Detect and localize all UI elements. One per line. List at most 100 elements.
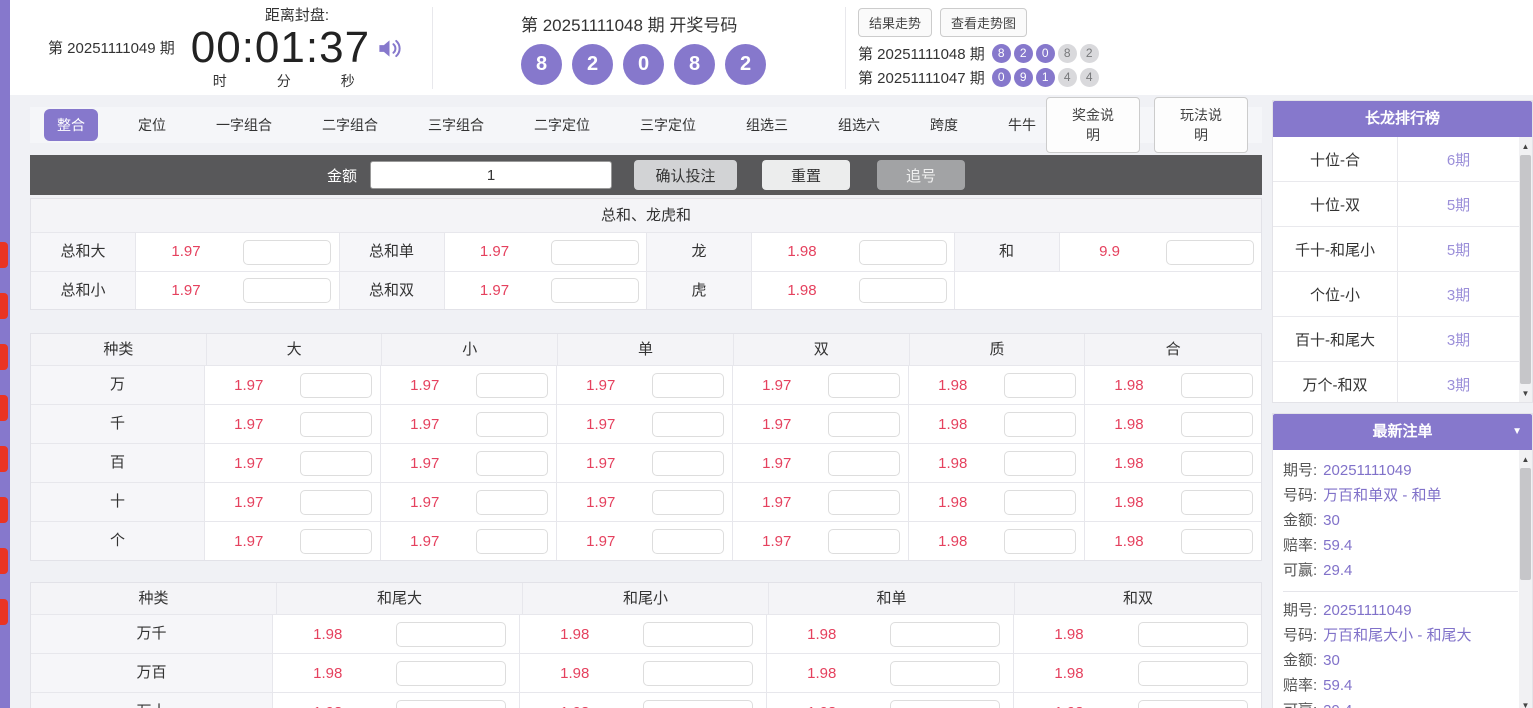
tab-9[interactable]: 组选六	[838, 117, 880, 133]
bet-input[interactable]	[395, 621, 506, 647]
bet-input-cell	[997, 372, 1085, 398]
column-header: 和双	[1122, 590, 1153, 607]
bet-input[interactable]	[858, 239, 947, 265]
bet-input[interactable]	[300, 450, 373, 476]
result-trend-button[interactable]: 结果走势	[858, 7, 933, 37]
bet-input[interactable]	[858, 278, 947, 303]
bet-input-cell	[1124, 699, 1261, 708]
bet-input[interactable]	[551, 239, 640, 265]
bet-input[interactable]	[395, 660, 506, 686]
bet-input[interactable]	[300, 372, 373, 398]
prize-help-button[interactable]: 奖金说明	[1046, 97, 1140, 153]
bet-input[interactable]	[243, 239, 332, 265]
bet-group: 1.97	[205, 522, 381, 560]
chase-number-button[interactable]: 追号	[877, 160, 965, 190]
tab-4[interactable]: 二字组合	[322, 117, 378, 133]
bet-odds: 1.98	[767, 704, 877, 708]
bet-input[interactable]	[642, 621, 753, 647]
scroll-up-arrow[interactable]: ▲	[1521, 454, 1530, 464]
tab-5[interactable]: 三字组合	[428, 117, 484, 133]
tab-1[interactable]: 整合	[44, 109, 98, 141]
bet-input[interactable]	[828, 450, 901, 476]
bet-input[interactable]	[476, 528, 549, 554]
bet-input[interactable]	[1137, 660, 1248, 686]
tab-7[interactable]: 三字定位	[640, 117, 696, 133]
bet-input[interactable]	[1004, 372, 1077, 398]
bet-input[interactable]	[1137, 621, 1248, 647]
tab-8[interactable]: 组选三	[746, 117, 788, 133]
bet-group: 1.97	[733, 483, 909, 521]
dragon-name: 百十-和尾大	[1273, 317, 1398, 361]
bet-input[interactable]	[476, 411, 549, 437]
bet-input[interactable]	[1166, 239, 1255, 265]
speaker-icon[interactable]	[376, 35, 403, 62]
countdown-timer: 00:01:37	[190, 22, 371, 72]
tab-2[interactable]: 定位	[138, 117, 166, 133]
bet-input[interactable]	[1181, 450, 1253, 476]
bet-input[interactable]	[1181, 528, 1253, 554]
bet-input[interactable]	[1004, 450, 1077, 476]
bet-input[interactable]	[300, 528, 373, 554]
bet-input[interactable]	[828, 489, 901, 515]
scrollbar-thumb[interactable]	[1520, 155, 1531, 384]
bet-input[interactable]	[1004, 411, 1077, 437]
latest-orders-title: 最新注单	[1372, 423, 1433, 440]
bet-input[interactable]	[395, 699, 506, 708]
bet-input[interactable]	[300, 411, 373, 437]
confirm-bet-button[interactable]: 确认投注	[634, 160, 737, 190]
bet-input[interactable]	[476, 450, 549, 476]
collapse-caret-icon[interactable]: ▼	[1512, 426, 1522, 437]
bet-input[interactable]	[1004, 528, 1077, 554]
bet-input[interactable]	[1004, 489, 1077, 515]
tab-6[interactable]: 二字定位	[534, 117, 590, 133]
scroll-down-arrow[interactable]: ▼	[1521, 700, 1530, 708]
bet-input-cell	[545, 233, 647, 271]
bet-input[interactable]	[1181, 372, 1253, 398]
bet-input[interactable]	[652, 489, 725, 515]
view-trend-chart-button[interactable]: 查看走势图	[940, 7, 1028, 37]
bet-input[interactable]	[642, 660, 753, 686]
bet-input[interactable]	[652, 528, 725, 554]
bet-input[interactable]	[1181, 411, 1253, 437]
bet-input[interactable]	[828, 372, 901, 398]
bet-input-cell	[997, 450, 1085, 476]
bet-input[interactable]	[828, 528, 901, 554]
tab-10[interactable]: 跨度	[930, 117, 958, 133]
row-label: 万十	[31, 693, 273, 708]
reset-button[interactable]: 重置	[762, 160, 850, 190]
latest-orders-list: ▲ ▼ 期号: 20251111049 号码: 万百和单双 - 和单 金额: 30 赔率: 5…	[1273, 450, 1532, 708]
bet-input[interactable]	[551, 278, 640, 303]
scrollbar[interactable]: ▲ ▼	[1519, 137, 1532, 402]
amount-input[interactable]	[370, 161, 612, 189]
bet-input[interactable]	[243, 278, 332, 303]
bet-input[interactable]	[889, 621, 1000, 647]
scrollbar[interactable]: ▲ ▼	[1519, 450, 1532, 708]
bet-input[interactable]	[828, 411, 901, 437]
bet-input[interactable]	[300, 489, 373, 515]
bet-input-cell	[293, 489, 381, 515]
scrollbar-thumb[interactable]	[1520, 468, 1531, 580]
bet-odds: 1.97	[410, 415, 440, 433]
bet-row: 千 1.97 1.97 1.97 1.97 1.98 1.98	[31, 404, 1261, 443]
tab-3[interactable]: 一字组合	[216, 117, 272, 133]
bet-input[interactable]	[889, 699, 1000, 708]
main-content: 整合 定位 一字组合 二字组合 三字组合 二字定位 三字定位 组选三 组选六 跨度 牛牛 奖金说明玩…	[0, 95, 1533, 708]
red-edge-tab	[0, 446, 8, 472]
tab-11[interactable]: 牛牛	[1008, 117, 1036, 133]
scroll-down-arrow[interactable]: ▼	[1521, 388, 1530, 398]
bet-input[interactable]	[1137, 699, 1248, 708]
bet-input[interactable]	[652, 411, 725, 437]
scroll-up-arrow[interactable]: ▲	[1521, 141, 1530, 151]
play-help-button[interactable]: 玩法说明	[1154, 97, 1248, 153]
bet-input-cell	[852, 272, 954, 309]
bet-odds: 1.97	[410, 493, 440, 511]
bet-input[interactable]	[476, 372, 549, 398]
countdown-block: 距离封盘: 00:01:37 时 分 秒	[191, 4, 403, 91]
bet-input[interactable]	[1181, 489, 1253, 515]
section-title: 总和、龙虎和	[31, 199, 1261, 233]
bet-input[interactable]	[652, 372, 725, 398]
bet-input[interactable]	[642, 699, 753, 708]
bet-input[interactable]	[652, 450, 725, 476]
bet-input[interactable]	[889, 660, 1000, 686]
bet-input[interactable]	[476, 489, 549, 515]
